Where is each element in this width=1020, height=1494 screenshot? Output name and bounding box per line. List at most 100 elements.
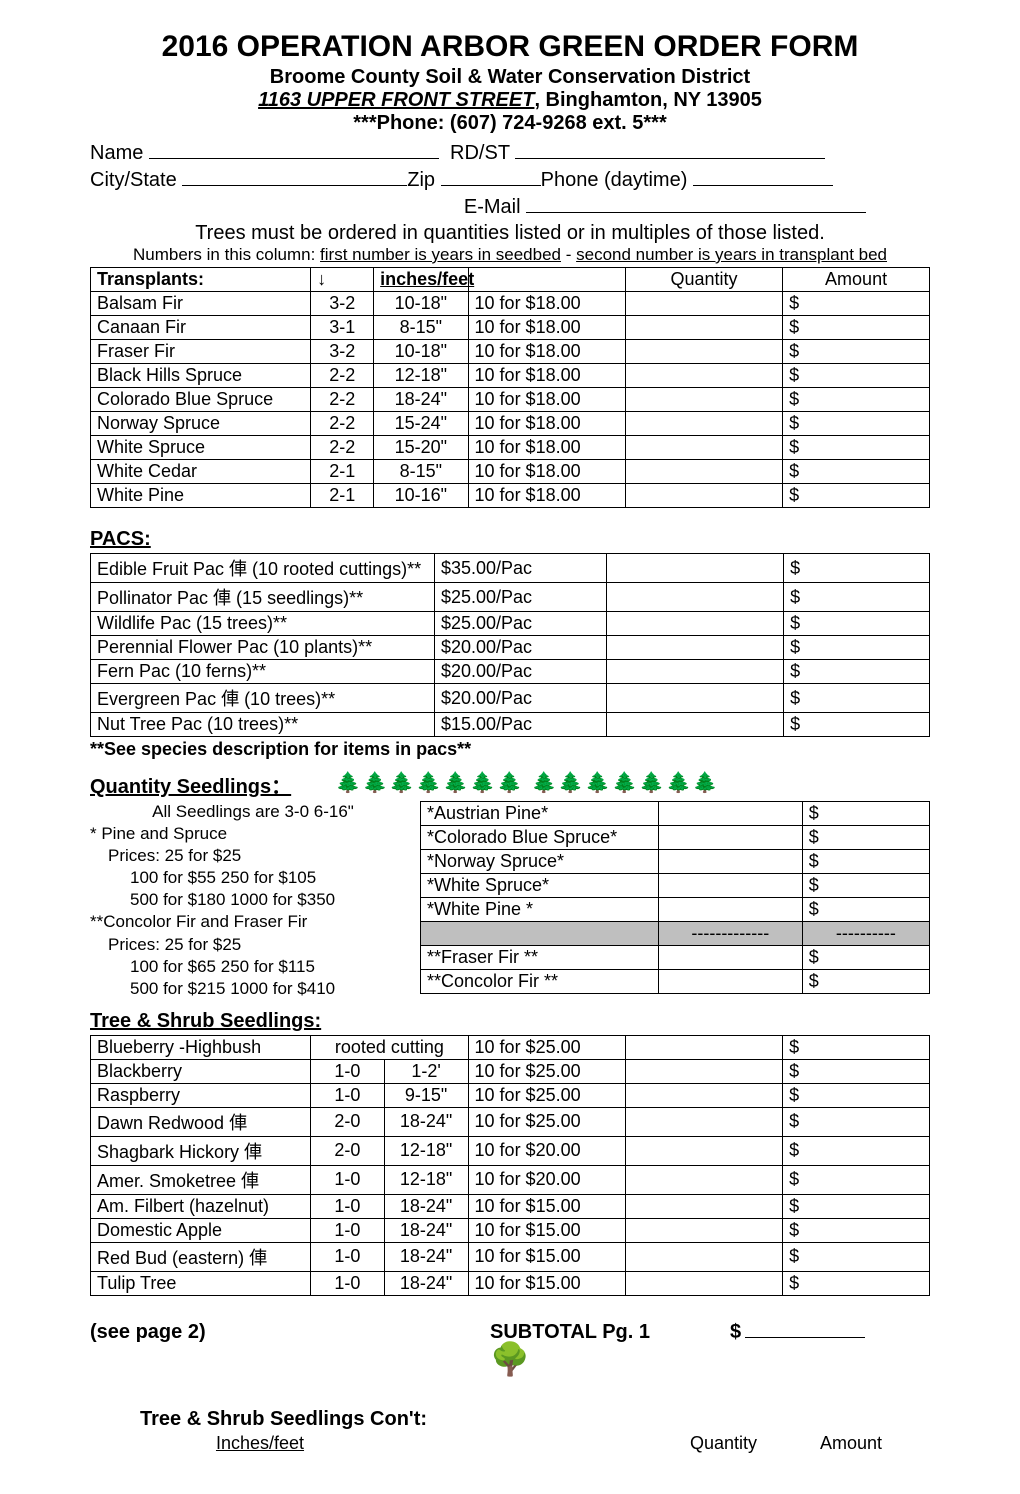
cell-name: Tulip Tree [91,1271,311,1295]
cell-qty[interactable] [658,802,802,826]
zip-label: Zip [407,169,435,191]
rdst-input[interactable] [515,139,825,159]
cell-amt[interactable]: $ [783,388,930,412]
zip-input[interactable] [441,166,541,186]
cell-qty[interactable] [625,1083,782,1107]
cell-amt[interactable]: $ [783,1083,930,1107]
cell-amt[interactable]: $ [783,1165,930,1194]
cell-qty[interactable] [625,1035,782,1059]
cell-price: 10 for $25.00 [468,1083,625,1107]
cell-amt[interactable]: $ [802,898,929,922]
cell-qty[interactable] [606,554,783,583]
email-input[interactable] [526,193,866,213]
cell-qty[interactable] [606,713,783,737]
cell-qty[interactable] [625,340,782,364]
cell-amt[interactable]: $ [783,1242,930,1271]
cell-amt[interactable]: $ [783,460,930,484]
cell-amt[interactable]: $ [783,1194,930,1218]
cell-qty[interactable] [658,826,802,850]
cell-qty[interactable] [658,874,802,898]
cell-amt[interactable]: $ [784,554,930,583]
cell-amt[interactable]: $ [802,970,929,994]
cell-qty[interactable] [625,1059,782,1083]
cell-name: Raspberry [91,1083,311,1107]
qs-l2: * Pine and Spruce [90,823,416,845]
note2-a: Numbers in this column: [133,245,320,264]
cell-price: 10 for $18.00 [468,484,625,508]
table-row: Raspberry1-09-15"10 for $25.00$ [91,1083,930,1107]
cell-price: $35.00/Pac [434,554,606,583]
cell-amt[interactable]: $ [783,364,930,388]
cell-qty[interactable] [658,850,802,874]
cell-qty[interactable] [658,970,802,994]
cell-qty[interactable] [606,684,783,713]
cell-size: 9-15" [384,1083,468,1107]
cell-qty[interactable] [625,316,782,340]
phone-day-input[interactable] [693,166,833,186]
cell-qty[interactable] [658,898,802,922]
cell-qty[interactable] [625,412,782,436]
arrow-icon: ↓ [311,268,374,292]
cell-amt[interactable]: $ [783,340,930,364]
cell-qty[interactable] [625,460,782,484]
cell-amt[interactable]: $ [802,946,929,970]
cell-qty[interactable] [625,1194,782,1218]
cell-amt[interactable]: $ [783,484,930,508]
cell-amt[interactable]: $ [783,1035,930,1059]
cell-amt[interactable]: $ [784,583,930,612]
cell-amt[interactable]: $ [783,316,930,340]
cell-size: 1-2' [384,1059,468,1083]
cell-qty[interactable] [625,388,782,412]
cell-name: Balsam Fir [91,292,311,316]
cell-size: 18-24" [384,1107,468,1136]
cell-amt[interactable]: $ [802,874,929,898]
cell-amt[interactable]: $ [784,713,930,737]
cell-qty[interactable] [625,1107,782,1136]
cell-amt[interactable]: $ [783,412,930,436]
cell-amt[interactable]: $ [784,660,930,684]
name-input[interactable] [149,139,439,159]
cell-amt[interactable]: $ [802,826,929,850]
city-input[interactable] [182,166,407,186]
cell-amt[interactable]: $ [783,1136,930,1165]
cell-qty[interactable] [625,484,782,508]
cell-qty[interactable] [606,636,783,660]
phone-day-label: Phone (daytime) [541,169,688,191]
order-form-page: 2016 OPERATION ARBOR GREEN ORDER FORM Br… [0,0,1020,1494]
cell-qty[interactable] [606,660,783,684]
cell-amt[interactable]: $ [783,1218,930,1242]
cell-code: 1-0 [311,1165,384,1194]
qs-table: *Austrian Pine*$*Colorado Blue Spruce*$*… [420,801,930,994]
cell-amt[interactable]: $ [784,612,930,636]
cell-qty[interactable] [625,436,782,460]
table-row: Black Hills Spruce2-212-18"10 for $18.00… [91,364,930,388]
cell-qty[interactable] [606,583,783,612]
transplants-title: Transplants: [91,268,311,292]
cell-qty[interactable] [625,1218,782,1242]
subtotal-input[interactable] [745,1318,865,1338]
cell-qty[interactable] [625,1271,782,1295]
cell-amt[interactable]: $ [784,684,930,713]
cell-amt[interactable]: $ [783,292,930,316]
hdr-size: inches/feet [374,268,468,292]
cell-price: $15.00/Pac [434,713,606,737]
cell-amt[interactable]: $ [802,802,929,826]
cell-qty[interactable] [625,364,782,388]
cell-qty[interactable] [625,1136,782,1165]
cell-qty[interactable] [625,1165,782,1194]
cell-amt[interactable]: $ [802,850,929,874]
cell-amt[interactable]: $ [783,1059,930,1083]
cell-amt[interactable]: $ [783,436,930,460]
cell-amt[interactable]: $ [783,1271,930,1295]
cell-amt[interactable]: $ [784,636,930,660]
cell-qty[interactable] [658,946,802,970]
table-row: White Pine2-110-16"10 for $18.00$ [91,484,930,508]
cell-qty[interactable] [625,292,782,316]
cell-price: $20.00/Pac [434,636,606,660]
cell-code: rooted cutting [311,1035,468,1059]
cell-qty[interactable] [606,612,783,636]
cell-qty[interactable] [625,1242,782,1271]
cell-size: 10-18" [374,292,468,316]
cell-amt[interactable]: $ [783,1107,930,1136]
cell-price: 10 for $25.00 [468,1035,625,1059]
